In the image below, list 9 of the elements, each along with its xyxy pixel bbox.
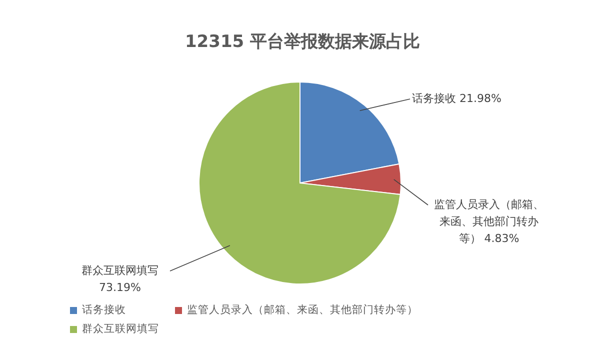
data-label: 73.19%	[99, 281, 141, 294]
legend-label: 监管人员录入（邮箱、来函、其他部门转办等）	[187, 303, 418, 317]
slice-label: 群众互联网填写	[82, 264, 158, 277]
chart-title: 12315 平台举报数据来源占比	[184, 31, 422, 53]
category-label: 监管人员录入（邮箱、来函、其他部门转办等） 4.83%	[434, 198, 544, 245]
legend-label: 群众互联网填写	[82, 322, 159, 336]
legend-label: 话务接收	[82, 303, 126, 317]
pie-slice	[198, 82, 401, 284]
category-label: 话务接收 21.98%	[412, 92, 502, 105]
